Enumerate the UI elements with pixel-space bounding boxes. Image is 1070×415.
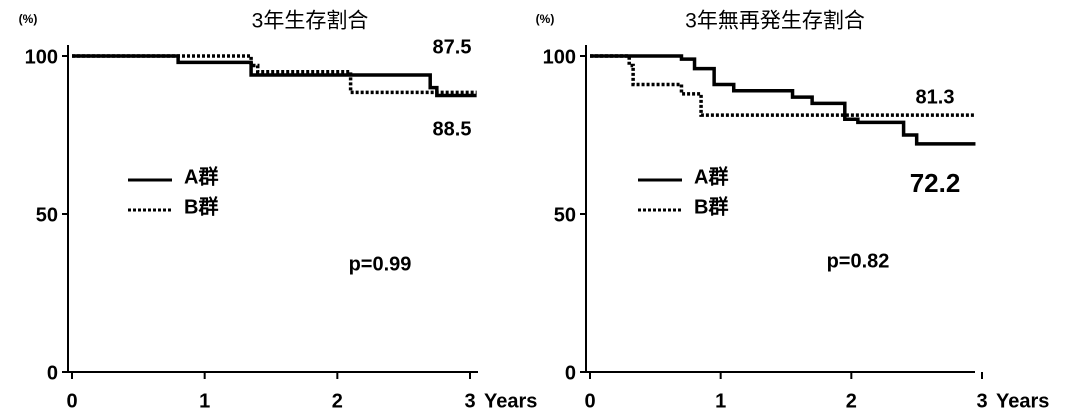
y-tick-label: 50 (554, 204, 576, 226)
legend-label: A群 (184, 164, 218, 188)
x-axis-label: Years (484, 390, 537, 412)
y-tick-label: 50 (36, 204, 58, 226)
legend-label: B群 (184, 194, 218, 218)
survival-curve (590, 54, 976, 146)
y-axis-label: (%) (536, 12, 555, 26)
survival-curve (72, 54, 477, 95)
chart-title: 3年無再発生存割合 (685, 10, 865, 33)
survival-curve (590, 54, 976, 117)
y-axis-label: (%) (19, 12, 38, 26)
chart-title: 3年生存割合 (252, 10, 369, 33)
annotation: 88.5 (433, 118, 472, 140)
y-tick-label: 100 (25, 46, 58, 68)
x-tick-label: 2 (332, 390, 343, 412)
annotation: p=0.82 (827, 250, 890, 272)
annotation: 87.5 (433, 36, 472, 58)
y-tick-label: 0 (565, 362, 576, 384)
x-tick-label: 2 (846, 390, 857, 412)
y-tick-label: 100 (543, 46, 576, 68)
x-axis-label: Years (996, 390, 1049, 412)
x-tick-label: 0 (584, 390, 595, 412)
y-tick-label: 0 (47, 362, 58, 384)
annotation: p=0.99 (349, 253, 412, 275)
legend-label: B群 (694, 194, 728, 218)
survival-curve (72, 54, 477, 98)
legend-label: A群 (694, 164, 728, 188)
annotation: 72.2 (910, 168, 961, 198)
annotation: 81.3 (916, 86, 955, 108)
x-tick-label: 3 (464, 390, 475, 412)
x-tick-label: 1 (715, 390, 726, 412)
x-tick-label: 0 (66, 390, 77, 412)
x-tick-label: 1 (199, 390, 210, 412)
x-tick-label: 3 (976, 390, 987, 412)
